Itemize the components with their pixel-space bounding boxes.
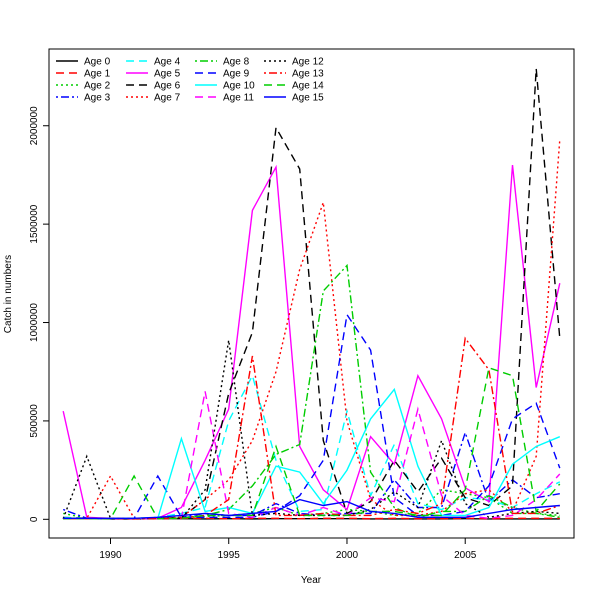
x-axis-title: Year bbox=[301, 575, 322, 586]
legend-label-age-6: Age 6 bbox=[154, 81, 181, 92]
x-tick-label-1990: 1990 bbox=[99, 550, 122, 561]
y-tick-label-500000: 500000 bbox=[29, 404, 40, 438]
y-axis-title: Catch in numbers bbox=[3, 255, 14, 333]
legend-label-age-4: Age 4 bbox=[154, 57, 181, 68]
legend-label-age-7: Age 7 bbox=[154, 93, 181, 104]
legend-label-age-3: Age 3 bbox=[84, 93, 111, 104]
x-tick-label-2000: 2000 bbox=[336, 550, 359, 561]
x-tick-label-1995: 1995 bbox=[218, 550, 241, 561]
series-line-age-3 bbox=[62, 430, 560, 520]
series-line-age-5 bbox=[62, 164, 561, 519]
x-tick-label-2005: 2005 bbox=[454, 550, 477, 561]
legend-label-age-1: Age 1 bbox=[84, 69, 111, 80]
series-line-age-14 bbox=[63, 366, 561, 520]
legend-label-age-14: Age 14 bbox=[292, 81, 324, 92]
y-tick-label-1500000: 1500000 bbox=[29, 204, 40, 243]
series-line-age-13 bbox=[63, 336, 561, 520]
legend-label-age-8: Age 8 bbox=[223, 57, 250, 68]
y-tick-label-1000000: 1000000 bbox=[29, 303, 40, 342]
plot-frame bbox=[48, 48, 575, 539]
y-tick-label-0: 0 bbox=[29, 516, 40, 522]
legend-label-age-10: Age 10 bbox=[223, 81, 255, 92]
series-line-age-15 bbox=[63, 498, 560, 519]
legend-label-age-0: Age 0 bbox=[84, 57, 111, 68]
y-axis: 0 500000 1000000 1500000 2000000 bbox=[29, 106, 50, 522]
series-line-age-8 bbox=[63, 263, 560, 519]
x-axis: 1990 1995 2000 2005 bbox=[99, 537, 477, 561]
series-line-age-7 bbox=[63, 139, 561, 519]
y-tick-label-2000000: 2000000 bbox=[29, 106, 40, 145]
series-layer bbox=[62, 68, 561, 520]
legend-label-age-9: Age 9 bbox=[223, 69, 250, 80]
legend-label-age-5: Age 5 bbox=[154, 69, 181, 80]
legend-label-age-13: Age 13 bbox=[292, 69, 324, 80]
legend-label-age-11: Age 11 bbox=[223, 93, 254, 104]
series-line-age-11 bbox=[63, 391, 561, 520]
legend-label-age-2: Age 2 bbox=[84, 81, 111, 92]
legend-label-age-12: Age 12 bbox=[292, 57, 324, 68]
legend-label-age-15: Age 15 bbox=[292, 93, 324, 104]
series-line-age-6 bbox=[63, 68, 561, 519]
